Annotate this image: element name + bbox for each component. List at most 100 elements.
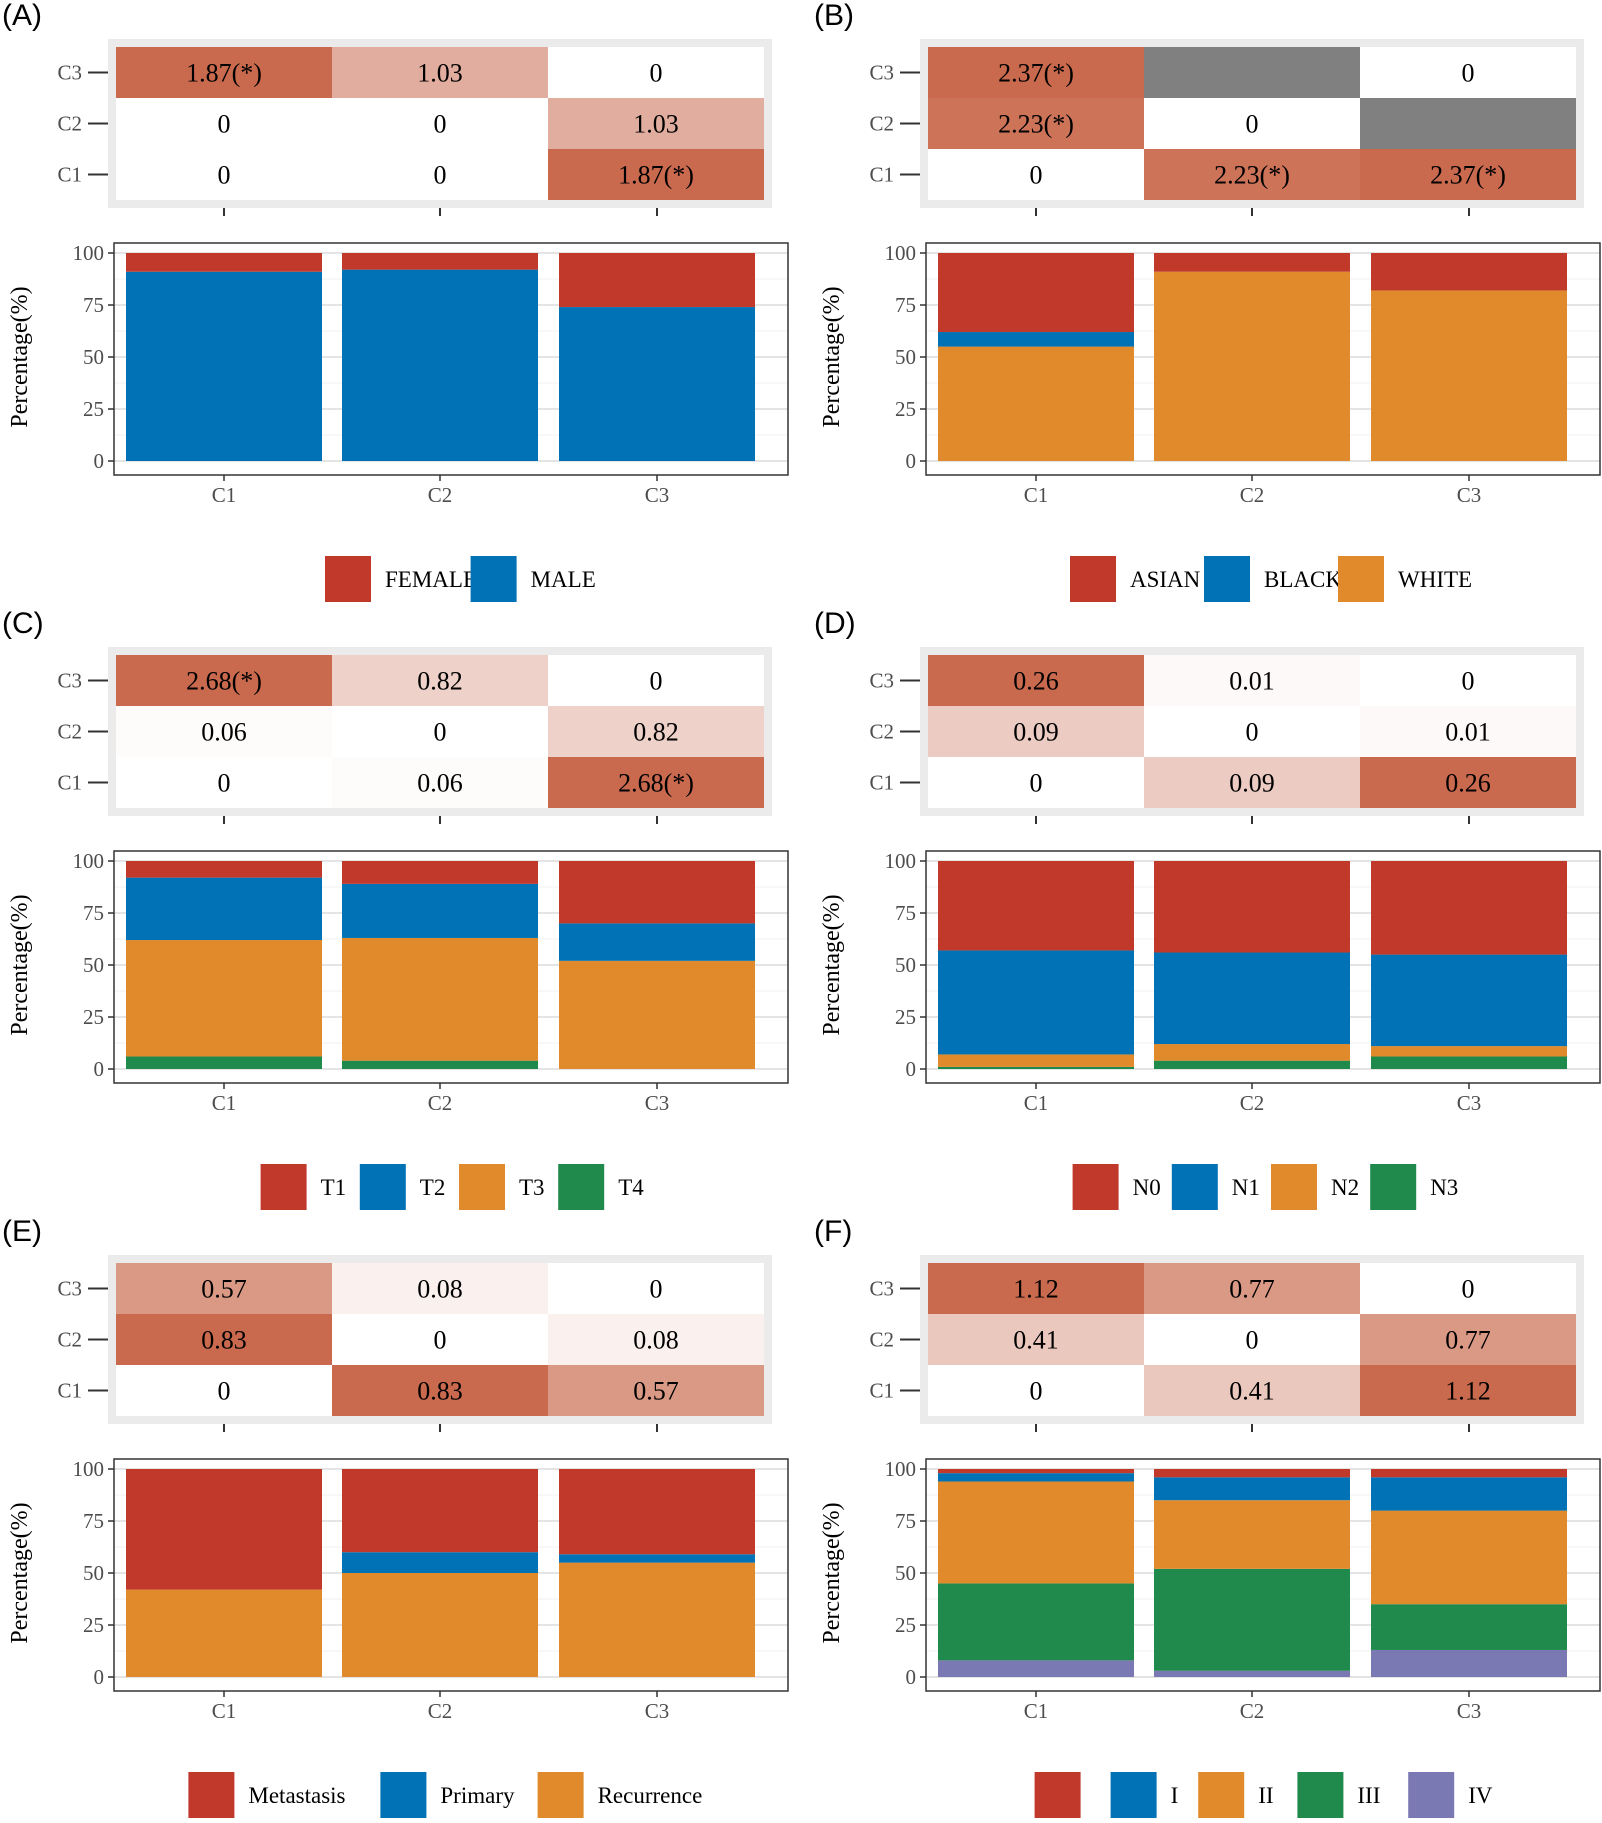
- heatmap-row-label: C3: [57, 1277, 82, 1301]
- x-tick-label: C2: [1240, 1699, 1265, 1723]
- heatmap-cell: [548, 757, 764, 808]
- y-tick-label: 100: [885, 241, 917, 265]
- legend-label: I: [1171, 1783, 1179, 1808]
- legend-label: BLACK: [1264, 567, 1342, 592]
- heatmap-cell: [548, 655, 764, 706]
- heatmap-cell: [332, 757, 548, 808]
- heatmap-cell-value: 1.03: [633, 110, 679, 139]
- heatmap-cell: [116, 47, 332, 98]
- bar-chart: C1 C2 C3 0 25 50 75 100 Percentage(%): [819, 849, 1601, 1115]
- heatmap-cell: [1144, 98, 1360, 149]
- heatmap-row-label: C3: [869, 1277, 894, 1301]
- legend-swatch: [470, 556, 517, 602]
- legend-swatch: [188, 1772, 235, 1818]
- bar-segment: [938, 1660, 1134, 1677]
- heatmap-cell-value: 0.57: [201, 1275, 247, 1304]
- legend-swatch: [1408, 1772, 1455, 1818]
- legend-swatch: [359, 1164, 406, 1210]
- heatmap-row-label: C2: [869, 720, 894, 744]
- y-axis-title: Percentage(%): [7, 286, 33, 427]
- heatmap-cell-value: 0.82: [633, 718, 679, 747]
- legend-swatch: [1338, 556, 1384, 602]
- heatmap-cell: [928, 149, 1144, 200]
- legend-swatch: [1198, 1772, 1245, 1818]
- heatmap-cell-value: 0.06: [417, 769, 463, 798]
- legend-label: II: [1258, 1783, 1273, 1808]
- bar-segment: [342, 861, 538, 884]
- panel-a: (A) 1.87(*) 1.03 0 0 0 1.03 0 0 1.87(*) C3 C2 C1 C1 C2…: [2, 0, 789, 602]
- heatmap-cell: [1144, 149, 1360, 200]
- y-tick-label: 25: [895, 1613, 916, 1637]
- y-tick-label: 100: [73, 849, 105, 873]
- y-axis-title: Percentage(%): [7, 1502, 33, 1643]
- heatmap-cell-value: 2.23(*): [998, 110, 1074, 139]
- heatmap-cell: [928, 1314, 1144, 1365]
- y-tick-label: 0: [94, 1057, 105, 1081]
- x-tick-label: C2: [428, 1699, 453, 1723]
- heatmap-cell-value: 0.83: [417, 1377, 463, 1406]
- bar-segment: [559, 307, 755, 461]
- legend-swatch: [1370, 1164, 1417, 1210]
- bar-segment: [1371, 954, 1567, 1047]
- heatmap-cell-value: 0: [1462, 59, 1475, 88]
- y-tick-label: 0: [906, 1057, 917, 1081]
- bar-segment: [938, 861, 1134, 951]
- heatmap-cell-value: 0: [218, 161, 231, 190]
- y-axis-title: Percentage(%): [819, 1502, 845, 1643]
- y-axis-title: Percentage(%): [7, 894, 33, 1035]
- heatmap-cell: [1360, 1263, 1576, 1314]
- bar-segment: [559, 861, 755, 924]
- heatmap-cell-value: 0: [1462, 1275, 1475, 1304]
- heatmap-cell-value: 0: [650, 667, 663, 696]
- panel-e: (E) 0.57 0.08 0 0.83 0 0.08 0 0.83 0.57 C3 C2 C1 C1 C2…: [2, 1215, 789, 1818]
- legend-swatch: [1204, 556, 1250, 602]
- heatmap-cell-value: 0: [434, 1326, 447, 1355]
- y-tick-label: 25: [895, 397, 916, 421]
- heatmap-cell: [1360, 47, 1576, 98]
- legend-label: N1: [1232, 1175, 1260, 1200]
- panel-b: (B)2.37(*) 02.23(*) 00 2.23(*) 2.37(*)C3C2C1…: [814, 0, 1601, 602]
- heatmap-cell-value: 0: [218, 1377, 231, 1406]
- heatmap-cell: [116, 1314, 332, 1365]
- bar-segment: [938, 1583, 1134, 1661]
- bar-segment: [938, 1054, 1134, 1067]
- legend-label: Recurrence: [598, 1783, 703, 1808]
- heatmap-cell: [332, 98, 548, 149]
- heatmap-cell: [1360, 706, 1576, 757]
- bar-segment: [126, 253, 322, 272]
- legend-label: T2: [420, 1175, 446, 1200]
- bar-chart: C1 C2 C3 0 25 50 75 100 Percentage(%): [819, 241, 1601, 507]
- heatmap-cell-value: 0.83: [201, 1326, 247, 1355]
- y-tick-label: 50: [895, 1561, 916, 1585]
- bar-segment: [938, 1473, 1134, 1482]
- bar-segment: [559, 1469, 755, 1555]
- bar-segment: [1371, 253, 1567, 291]
- heatmap-cell-value: 0.26: [1013, 667, 1059, 696]
- heatmap-cell: [116, 1263, 332, 1314]
- y-tick-label: 50: [895, 345, 916, 369]
- legend: ASIAN BLACK WHITE: [1070, 556, 1472, 602]
- heatmap-cell-value: 0: [650, 1275, 663, 1304]
- legend-label: FEMALE: [385, 567, 477, 592]
- bar-segment: [938, 950, 1134, 1055]
- heatmap-cell: [332, 1263, 548, 1314]
- heatmap-cell: [116, 149, 332, 200]
- legend-label: N2: [1331, 1175, 1359, 1200]
- bar-segment: [342, 1469, 538, 1553]
- bar-segment: [126, 1469, 322, 1590]
- heatmap-cell-value: 0: [650, 59, 663, 88]
- heatmap-cell-value: 1.03: [417, 59, 463, 88]
- heatmap-cell: [332, 149, 548, 200]
- legend-swatch: [1070, 556, 1116, 602]
- bar-segment: [938, 1469, 1134, 1474]
- plot-border: [925, 242, 1601, 476]
- heatmap-cell-value: 0: [1030, 1377, 1043, 1406]
- bar-chart: C1 C2 C3 0 25 50 75 100 Percentage(%): [7, 1457, 789, 1723]
- heatmap-cell-value: 0.77: [1445, 1326, 1491, 1355]
- heatmap-row-label: C1: [57, 1379, 82, 1403]
- heatmap-cell: [1360, 1314, 1576, 1365]
- legend-swatch: [380, 1772, 427, 1818]
- heatmap-cell-value: 0.26: [1445, 769, 1491, 798]
- heatmap-cell: [548, 98, 764, 149]
